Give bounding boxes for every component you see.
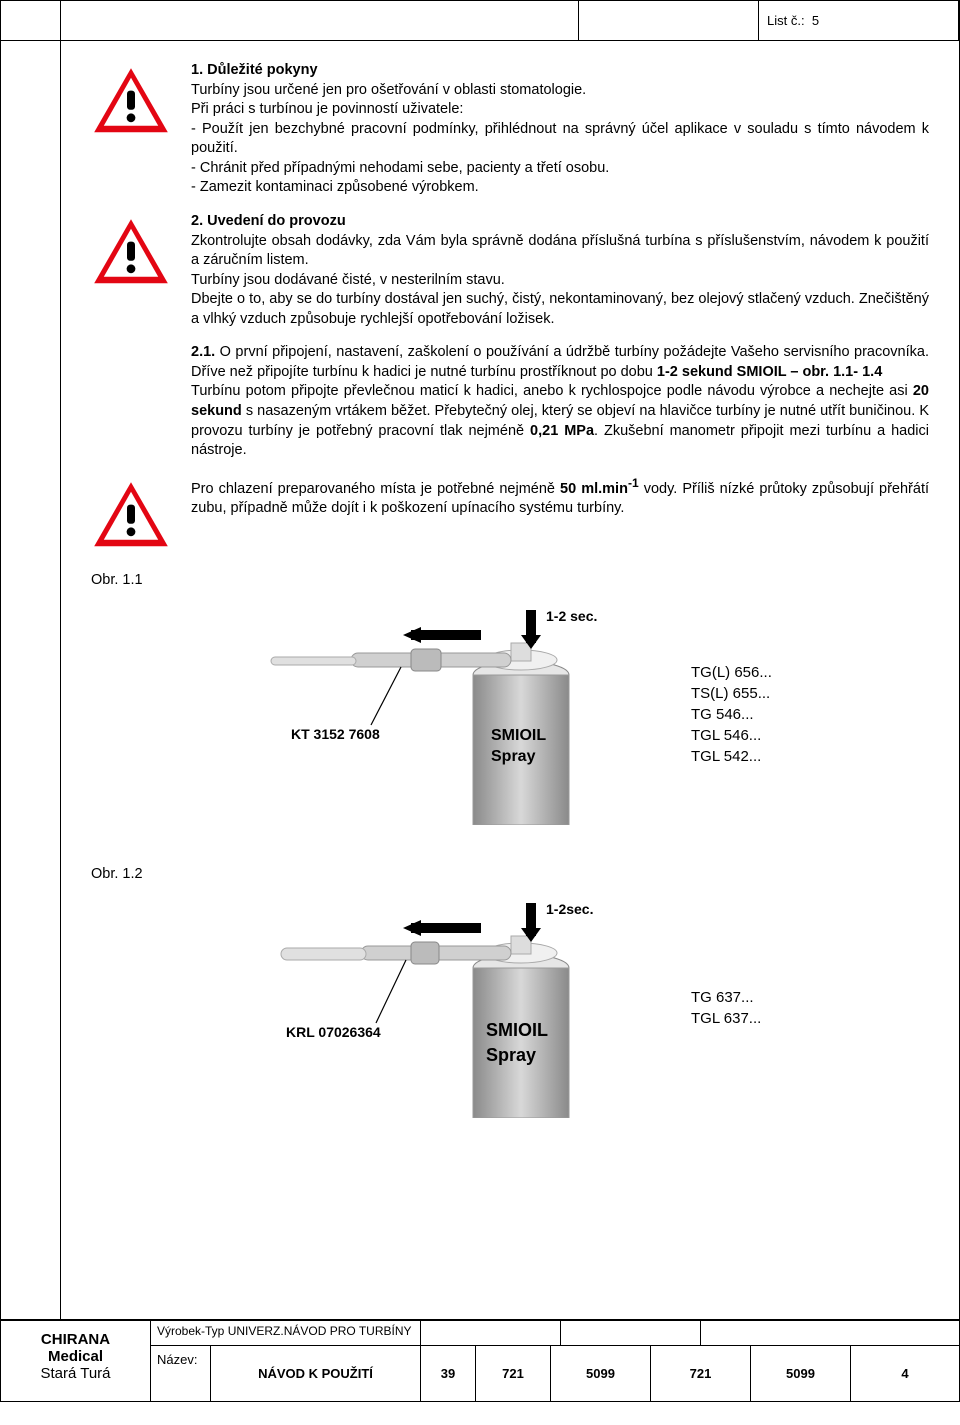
section-21-block: 2.1. O první připojení, nastavení, zaško… <box>91 343 929 460</box>
warning-icon <box>91 65 171 137</box>
warning-icon <box>91 479 171 551</box>
spray-diagram-icon <box>211 605 651 825</box>
section-1-text: 1. Důležité pokyny Turbíny jsou určené j… <box>191 61 929 198</box>
section-21-p1b: 1-2 sekund SMIOIL – obr. 1.1- 1.4 <box>657 364 882 380</box>
footer-num-1: 39 <box>421 1346 476 1401</box>
footer-right: Výrobek-Typ UNIVERZ.NÁVOD PRO TURBÍNY Ná… <box>151 1321 959 1401</box>
section-1-bullet2: - Chránit před případnými nehodami sebe,… <box>191 159 929 179</box>
section-2-text: 2. Uvedení do provozu Zkontrolujte obsah… <box>191 212 929 329</box>
footer-num-4: 721 <box>651 1346 751 1401</box>
diagram-2-spray-line1: SMIOIL <box>486 1020 548 1040</box>
diagram-1-part-number: KT 3152 7608 <box>291 725 380 744</box>
diagram-1-models: TG(L) 656... TS(L) 655... TG 546... TGL … <box>691 662 772 767</box>
model-item: TG 637... <box>691 987 761 1008</box>
header-cell-3 <box>579 1 759 40</box>
name-label-cell: Název: <box>151 1346 211 1401</box>
figure-1-1-label: Obr. 1.1 <box>91 571 929 591</box>
left-gutter <box>1 41 61 1319</box>
diagram-2-models: TG 637... TGL 637... <box>691 987 761 1029</box>
diagram-2-time-label: 1-2sec. <box>546 900 593 919</box>
doc-title-cell: NÁVOD K POUŽITÍ <box>211 1346 421 1401</box>
model-item: TG(L) 656... <box>691 662 772 683</box>
footer-cell <box>421 1321 561 1345</box>
content-area: 1. Důležité pokyny Turbíny jsou určené j… <box>61 41 959 1319</box>
warning-icon-col-3 <box>91 475 191 558</box>
spray-diagram-icon <box>211 898 651 1118</box>
diagram-2-spray-line2: Spray <box>486 1045 536 1065</box>
section-2-block: 2. Uvedení do provozu Zkontrolujte obsah… <box>91 212 929 329</box>
page-number: 5 <box>812 13 819 28</box>
model-item: TS(L) 655... <box>691 683 772 704</box>
brand-line1: CHIRANA <box>11 1331 140 1348</box>
diagram-2-row: 1-2sec. KRL 07026364 SMIOIL Spray TG 637… <box>91 898 929 1118</box>
product-type: UNIVERZ.NÁVOD PRO TURBÍNY <box>228 1324 412 1338</box>
page-label: List č.: <box>767 13 805 28</box>
model-item: TGL 546... <box>691 725 772 746</box>
figure-1-2-label: Obr. 1.2 <box>91 865 929 885</box>
header-cell-2 <box>61 1 579 40</box>
footer-num-5: 5099 <box>751 1346 851 1401</box>
footer-brand-cell: CHIRANA Medical Stará Turá <box>1 1321 151 1401</box>
footer: CHIRANA Medical Stará Turá Výrobek-Typ U… <box>1 1321 959 1401</box>
footer-num-3: 5099 <box>551 1346 651 1401</box>
header-row: List č.: 5 <box>1 1 959 41</box>
model-item: TGL 542... <box>691 746 772 767</box>
section-21-p2a: Turbínu potom připojte převlečnou maticí… <box>191 383 913 399</box>
footer-num-2: 721 <box>476 1346 551 1401</box>
cooling-text: Pro chlazení preparovaného místa je potř… <box>191 475 929 558</box>
model-item: TGL 637... <box>691 1008 761 1029</box>
diagram-2-part-number: KRL 07026364 <box>286 1023 381 1042</box>
diagram-1-time-label: 1-2 sec. <box>546 607 597 626</box>
cool-p1a: Pro chlazení preparovaného místa je potř… <box>191 481 560 497</box>
brand-line3: Stará Turá <box>11 1365 140 1382</box>
header-page-cell: List č.: 5 <box>759 1 959 40</box>
main-body: 1. Důležité pokyny Turbíny jsou určené j… <box>1 41 959 1321</box>
section-21-title: 2.1. <box>191 344 215 360</box>
warning-icon <box>91 216 171 288</box>
footer-row-1: Výrobek-Typ UNIVERZ.NÁVOD PRO TURBÍNY <box>151 1321 959 1346</box>
cool-p1b: 50 ml.min <box>560 481 628 497</box>
footer-cell <box>561 1321 701 1345</box>
diagram-1-row: 1-2 sec. KT 3152 7608 SMIOIL Spray TG(L)… <box>91 605 929 825</box>
model-item: TG 546... <box>691 704 772 725</box>
cool-p1sup: -1 <box>628 476 639 490</box>
diagram-1-spray-line2: Spray <box>491 748 535 765</box>
section-21-p2d: 0,21 MPa <box>530 423 594 439</box>
section-2-p1: Zkontrolujte obsah dodávky, zda Vám byla… <box>191 232 929 271</box>
section-1-title: 1. Důležité pokyny <box>191 61 929 81</box>
brand-line2: Medical <box>11 1348 140 1365</box>
section-1-bullet1: - Použít jen bezchybné pracovní podmínky… <box>191 120 929 159</box>
product-type-label: Výrobek-Typ <box>157 1324 228 1338</box>
section-1-line2: Při práci s turbínou je povinností uživa… <box>191 100 929 120</box>
section-1-block: 1. Důležité pokyny Turbíny jsou určené j… <box>91 61 929 198</box>
warning-icon-col-2 <box>91 212 191 329</box>
footer-num-6: 4 <box>851 1346 959 1401</box>
diagram-1: 1-2 sec. KT 3152 7608 SMIOIL Spray <box>211 605 651 825</box>
section-2-p2: Turbíny jsou dodávané čisté, v nesteriln… <box>191 271 929 291</box>
section-21-text: 2.1. O první připojení, nastavení, zaško… <box>191 343 929 460</box>
footer-cell <box>701 1321 959 1345</box>
section-1-line1: Turbíny jsou určené jen pro ošetřování v… <box>191 81 929 101</box>
section-2-p3: Dbejte o to, aby se do turbíny dostával … <box>191 290 929 329</box>
document-page: List č.: 5 1. Důležité pokyny <box>0 0 960 1402</box>
header-cell-1 <box>1 1 61 40</box>
cooling-block: Pro chlazení preparovaného místa je potř… <box>91 475 929 558</box>
diagram-1-spray-line1: SMIOIL <box>491 727 546 744</box>
section-1-bullet3: - Zamezit kontaminaci způsobené výrobkem… <box>191 178 929 198</box>
diagram-2: 1-2sec. KRL 07026364 SMIOIL Spray <box>211 898 651 1118</box>
section-2-title: 2. Uvedení do provozu <box>191 213 346 229</box>
doc-title: NÁVOD K POUŽITÍ <box>258 1366 373 1381</box>
name-label: Název: <box>157 1352 197 1367</box>
footer-row-2: Název: NÁVOD K POUŽITÍ 39 721 5099 721 5… <box>151 1346 959 1401</box>
empty-icon-col <box>91 343 191 460</box>
warning-icon-col-1 <box>91 61 191 198</box>
product-type-cell: Výrobek-Typ UNIVERZ.NÁVOD PRO TURBÍNY <box>151 1321 421 1345</box>
